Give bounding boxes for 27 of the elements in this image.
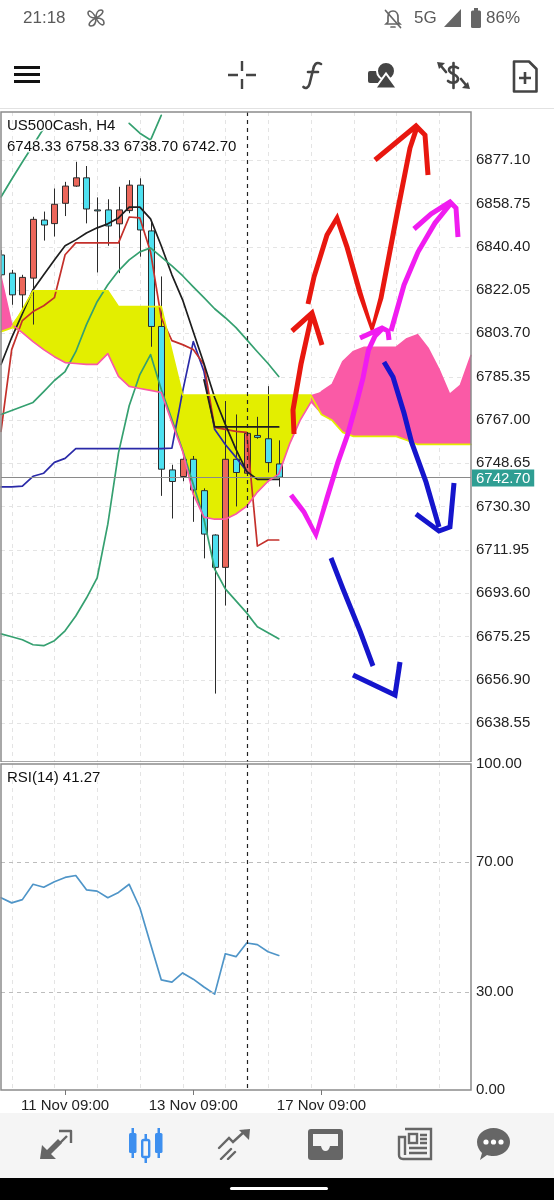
y-tick-label: 6675.25 xyxy=(476,626,531,644)
y-tick-label: 30.00 xyxy=(476,982,514,1000)
y-tick-label: 100.00 xyxy=(476,754,522,772)
text: 5G xyxy=(414,7,437,29)
y-tick-label: 6858.75 xyxy=(476,193,531,211)
x-tick-label: 17 Nov 09:00 xyxy=(276,1096,367,1114)
y-tick-label: 6693.60 xyxy=(476,583,531,601)
x-tick-label: 13 Nov 09:00 xyxy=(148,1096,238,1114)
y-tick-label: 6730.30 xyxy=(476,496,531,514)
text: 86% xyxy=(486,7,521,29)
text: 21:18 xyxy=(23,7,66,29)
y-tick-label: 6840.40 xyxy=(476,236,531,254)
chart-title: US500Cash, H4 xyxy=(7,116,116,134)
y-tick-label: 6711.95 xyxy=(476,539,530,557)
y-tick-label: 6767.00 xyxy=(476,410,531,428)
ref-line-label: 6742.70 xyxy=(476,468,531,486)
y-tick-label: 6638.55 xyxy=(476,713,531,731)
y-tick-label: 70.00 xyxy=(476,851,514,869)
y-tick-label: 6877.10 xyxy=(476,150,531,168)
y-tick-label: 6785.35 xyxy=(476,366,531,384)
y-tick-label: 6803.70 xyxy=(476,323,531,341)
chart-title: RSI(14) 41.27 xyxy=(7,768,101,786)
x-tick-label: 11 Nov 09:00 xyxy=(21,1096,110,1114)
y-tick-label: 6822.05 xyxy=(476,280,531,298)
y-tick-label: 6748.65 xyxy=(476,453,531,471)
y-tick-label: 0.00 xyxy=(476,1080,506,1098)
y-tick-label: 6656.90 xyxy=(476,669,531,687)
